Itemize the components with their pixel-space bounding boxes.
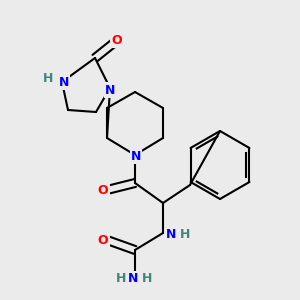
Text: H: H [142, 272, 152, 286]
Text: N: N [166, 229, 176, 242]
Text: N: N [105, 83, 115, 97]
Text: N: N [59, 76, 69, 88]
Text: O: O [112, 34, 122, 46]
Text: O: O [98, 184, 108, 196]
Text: H: H [43, 73, 53, 85]
Text: H: H [180, 229, 190, 242]
Text: N: N [128, 272, 138, 286]
Text: N: N [131, 149, 141, 163]
Text: H: H [116, 272, 126, 286]
Text: O: O [98, 233, 108, 247]
